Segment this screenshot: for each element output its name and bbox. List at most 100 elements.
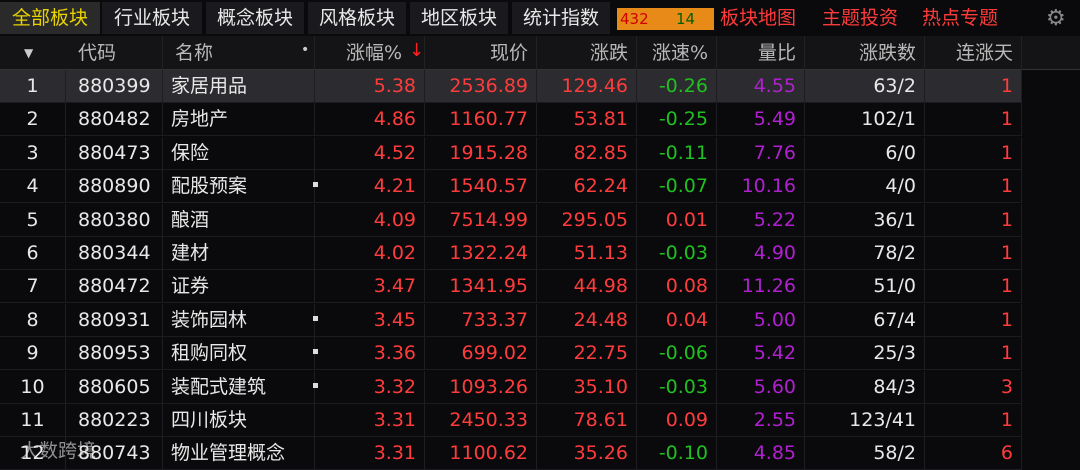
table-cell: 35.26	[537, 437, 637, 470]
table-cell: 四川板块	[163, 404, 315, 437]
table-cell: 51/0	[805, 270, 925, 304]
table-row[interactable]	[0, 70, 1022, 103]
stats-badge	[617, 8, 714, 30]
table-cell: 3.45	[315, 303, 425, 337]
table-cell: 880472	[66, 270, 163, 304]
table-cell: 4.90	[717, 237, 805, 270]
tab[interactable]: 风格板块	[308, 2, 406, 34]
table-cell: 58/2	[805, 437, 925, 470]
table-cell: 1	[925, 237, 1022, 270]
sort-arrow: ↓	[409, 40, 425, 61]
table-cell: 1	[925, 136, 1022, 170]
table-cell: 4.55	[717, 70, 805, 103]
table-cell: 5.49	[717, 103, 805, 137]
table-cell: 1093.26	[425, 370, 537, 404]
table-cell: 4.52	[315, 136, 425, 170]
table-cell: 3.31	[315, 437, 425, 470]
table-cell: 4.09	[315, 203, 425, 237]
table-cell: 699.02	[425, 337, 537, 371]
up-count: 432	[620, 10, 649, 28]
table-cell: 2.55	[717, 404, 805, 437]
table-cell: 1100.62	[425, 437, 537, 470]
column-header[interactable]: 名称	[163, 36, 315, 70]
table-cell: 物业管理概念	[163, 437, 315, 470]
table-cell: 44.98	[537, 270, 637, 304]
sort-menu[interactable]: ▼	[24, 46, 34, 60]
table-cell: 1	[925, 103, 1022, 137]
column-header[interactable]: 涨跌	[537, 36, 637, 70]
table-cell: 11	[0, 404, 66, 437]
table-cell: 4/0	[805, 170, 925, 204]
table-cell: 62.24	[537, 170, 637, 204]
table-cell: 建材	[163, 237, 315, 270]
table-cell: 880953	[66, 337, 163, 371]
settings-icon[interactable]: ⚙	[1046, 6, 1066, 31]
table-row[interactable]	[0, 137, 1022, 170]
column-header[interactable]: 代码	[66, 36, 163, 70]
table-cell: 5.00	[717, 303, 805, 337]
row-marker	[313, 182, 318, 188]
table-cell: 880344	[66, 237, 163, 270]
tab[interactable]: 概念板块	[206, 2, 304, 34]
table-cell: 1540.57	[425, 170, 537, 204]
table-cell: 1322.24	[425, 237, 537, 270]
table-row[interactable]	[0, 170, 1022, 204]
link[interactable]: 板块地图	[720, 7, 797, 29]
down-count: 14	[676, 10, 696, 28]
table-cell: 8	[0, 303, 66, 337]
table-cell: 4	[0, 170, 66, 204]
table-row[interactable]	[0, 270, 1022, 304]
table-row[interactable]	[0, 371, 1022, 404]
watermark: 大数跨境	[20, 440, 97, 462]
tab[interactable]: 行业板块	[102, 2, 202, 34]
table-row[interactable]	[0, 204, 1022, 237]
table-cell: 7514.99	[425, 203, 537, 237]
table-cell: 装饰园林	[163, 303, 315, 337]
table-cell: 3.36	[315, 337, 425, 371]
header-row	[0, 36, 1080, 70]
table-cell: 6	[925, 437, 1022, 470]
table-cell: -0.10	[637, 437, 717, 470]
column-header[interactable]: 涨速%	[637, 36, 717, 70]
table-cell: 3.32	[315, 370, 425, 404]
table-cell: 67/4	[805, 303, 925, 337]
tab[interactable]: 统计指数	[512, 2, 610, 34]
table-cell: 25/3	[805, 337, 925, 371]
table-cell: 22.75	[537, 337, 637, 371]
table-cell: 1	[925, 70, 1022, 103]
table-cell: 0.04	[637, 303, 717, 337]
link[interactable]: 热点专题	[922, 7, 999, 29]
table-cell: 1341.95	[425, 270, 537, 304]
tab[interactable]: 地区板块	[410, 2, 508, 34]
column-header[interactable]: 连涨天	[925, 36, 1022, 70]
table-cell: 0.09	[637, 404, 717, 437]
table-cell: 3.47	[315, 270, 425, 304]
table-cell: 102/1	[805, 103, 925, 137]
column-header[interactable]: 量比	[717, 36, 805, 70]
table-cell: 5.38	[315, 70, 425, 103]
table-cell: 房地产	[163, 103, 315, 137]
table-cell: 2536.89	[425, 70, 537, 103]
table-row[interactable]	[0, 337, 1022, 371]
column-header[interactable]: 涨跌数	[805, 36, 925, 70]
table-cell: 12	[0, 437, 66, 470]
link[interactable]: 主题投资	[822, 7, 899, 29]
table-cell: 2	[0, 103, 66, 137]
column-header[interactable]: 现价	[425, 36, 537, 70]
table-cell: 3	[0, 136, 66, 170]
table-row[interactable]	[0, 237, 1022, 270]
table-cell: 36/1	[805, 203, 925, 237]
table-cell: 733.37	[425, 303, 537, 337]
table-cell: 1	[925, 203, 1022, 237]
column-header[interactable]: 涨幅%	[315, 36, 425, 70]
table-cell: 82.85	[537, 136, 637, 170]
table-cell: 1	[925, 337, 1022, 371]
table-cell: 3.31	[315, 404, 425, 437]
table-row[interactable]	[0, 404, 1022, 437]
table-cell: 53.81	[537, 103, 637, 137]
table-row[interactable]	[0, 103, 1022, 137]
tab[interactable]: 全部板块	[0, 2, 100, 34]
table-row[interactable]	[0, 304, 1022, 337]
table-cell: 1	[925, 303, 1022, 337]
